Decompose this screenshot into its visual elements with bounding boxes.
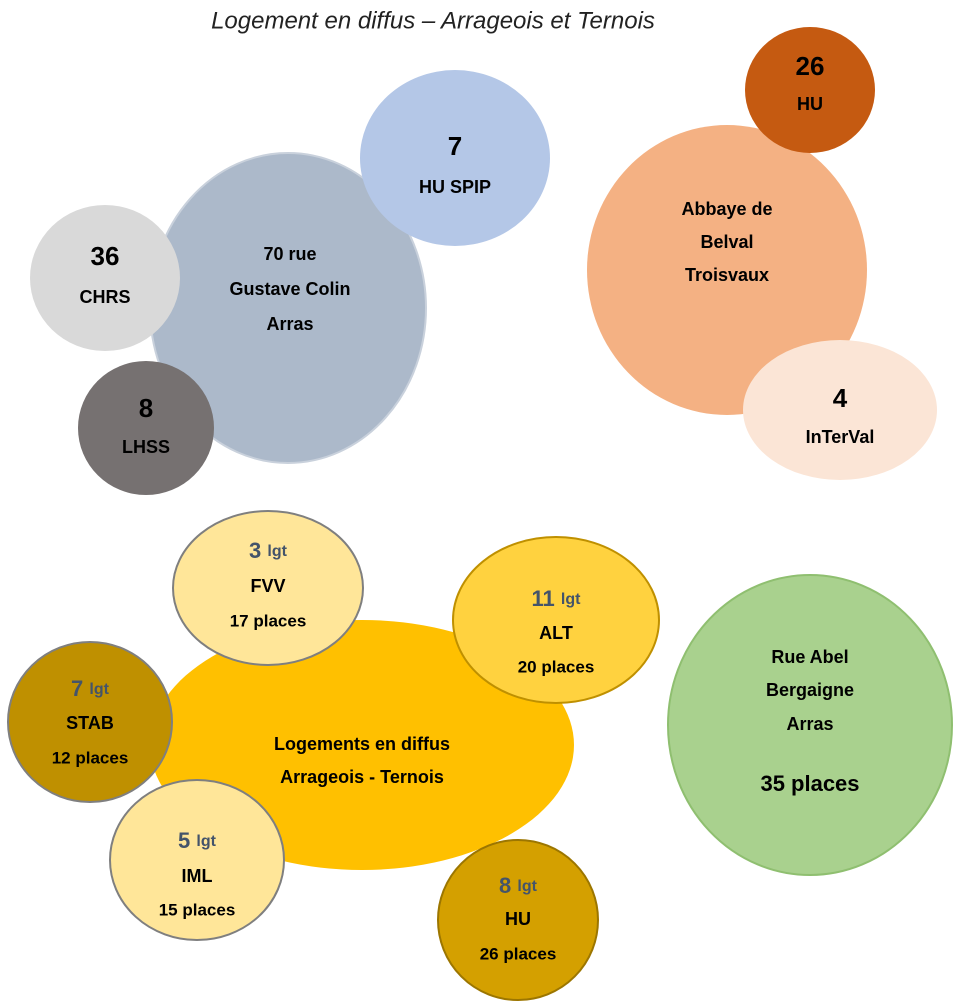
number: 7: [448, 131, 462, 161]
number: 8: [139, 393, 153, 423]
label: 26 places: [480, 944, 557, 963]
label: Abbaye de: [681, 199, 772, 219]
bubble: [109, 779, 285, 941]
label: CHRS: [79, 287, 130, 307]
number: 3: [249, 538, 261, 563]
bubble: [743, 340, 937, 480]
unit: lgt: [89, 681, 109, 698]
label: ALT: [539, 623, 573, 643]
label: 70 rue: [263, 244, 316, 264]
bubble: [587, 125, 867, 415]
unit: lgt: [561, 591, 581, 608]
label: 35 places: [760, 771, 859, 796]
label: IML: [182, 866, 213, 886]
unit: lgt: [517, 878, 537, 895]
label: Rue Abel: [771, 647, 848, 667]
number: 4: [833, 383, 848, 413]
label: 17 places: [230, 611, 307, 630]
number: 7: [71, 676, 83, 701]
label: Arras: [786, 714, 833, 734]
label: FVV: [250, 576, 285, 596]
label: Belval: [700, 232, 753, 252]
bubble: [172, 510, 364, 666]
number: 11: [532, 586, 555, 611]
label: Logements en diffus: [274, 734, 450, 754]
label: Bergaigne: [766, 680, 854, 700]
unit: lgt: [267, 543, 287, 560]
bubble: [78, 361, 214, 495]
count: 3 lgt: [249, 538, 288, 563]
number: 5: [178, 828, 190, 853]
number: 36: [91, 241, 120, 271]
unit: lgt: [196, 833, 216, 850]
label: Arrageois - Ternois: [280, 767, 444, 787]
count: 7 lgt: [71, 676, 110, 701]
label: 15 places: [159, 900, 236, 919]
label: Arras: [266, 314, 313, 334]
label: 20 places: [518, 657, 595, 676]
title: Logement en diffus – Arrageois et Ternoi…: [211, 7, 655, 34]
label: Troisvaux: [685, 265, 769, 285]
count: 5 lgt: [178, 828, 217, 853]
label: HU SPIP: [419, 177, 491, 197]
bubble: [745, 27, 875, 153]
label: LHSS: [122, 437, 170, 457]
bubble: [452, 536, 660, 704]
bubble: [7, 641, 173, 803]
label: STAB: [66, 713, 114, 733]
number: 8: [499, 873, 511, 898]
bubble: [30, 205, 180, 351]
label: Gustave Colin: [229, 279, 350, 299]
label: 12 places: [52, 748, 129, 767]
bubble: [360, 70, 550, 246]
label: InTerVal: [806, 427, 875, 447]
count: 11 lgt: [532, 586, 582, 611]
bubble: [437, 839, 599, 1001]
label: HU: [505, 909, 531, 929]
number: 26: [796, 51, 825, 81]
bubble: [667, 574, 953, 876]
count: 8 lgt: [499, 873, 538, 898]
label: HU: [797, 94, 823, 114]
